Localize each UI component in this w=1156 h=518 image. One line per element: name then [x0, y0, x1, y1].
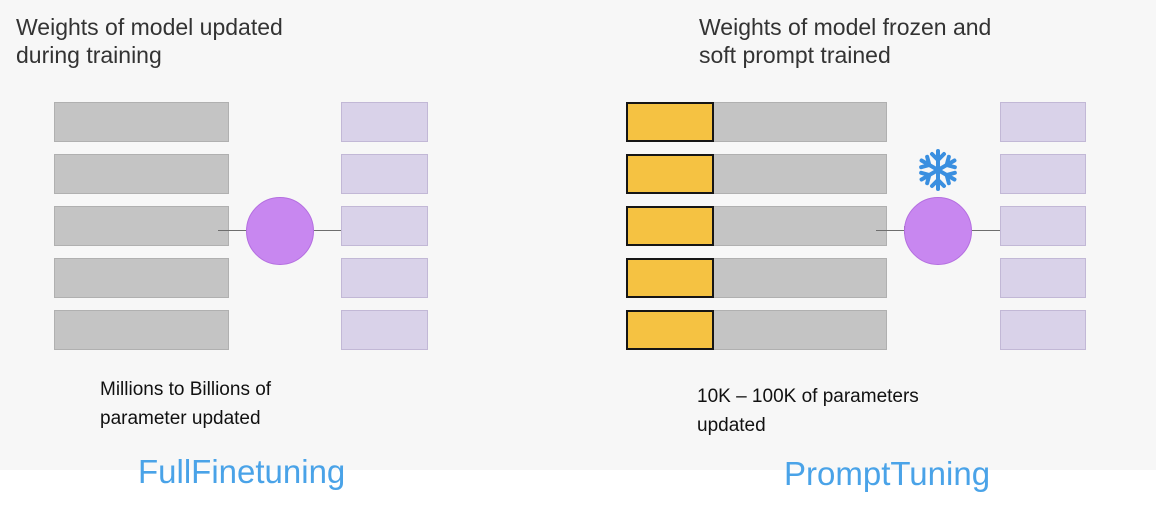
output-bar	[1000, 102, 1086, 142]
output-connector	[972, 230, 1002, 231]
snowflake-icon	[919, 149, 957, 191]
output-bar	[1000, 154, 1086, 194]
full-finetuning-panel: Weights of model updated during training…	[0, 0, 580, 490]
output-bar	[1000, 206, 1086, 246]
prompt-tuning-note: 10K – 100K of parameters updated	[697, 386, 919, 436]
input-connector	[876, 230, 906, 231]
full-finetuning-caption: FullFinetuning	[138, 453, 346, 490]
prompt-tuning-caption: PromptTuning	[784, 455, 991, 492]
soft-prompt-block	[626, 102, 714, 142]
full-finetuning-title: Weights of model updated during training	[16, 14, 283, 68]
soft-prompt-block	[626, 206, 714, 246]
prompt-tuning-panel: Weights of model frozen and soft prompt …	[580, 0, 1156, 492]
model-node	[246, 197, 314, 265]
soft-prompt-block	[626, 154, 714, 194]
output-bar	[341, 206, 428, 246]
output-connector	[314, 230, 344, 231]
output-bar	[341, 258, 428, 298]
input-connector	[218, 230, 256, 231]
model-node	[904, 197, 972, 265]
model-weight-bar	[54, 310, 229, 350]
full-finetuning-note: Millions to Billions of parameter update…	[100, 379, 272, 429]
model-weight-bar	[54, 102, 229, 142]
prompt-tuning-title: Weights of model frozen and soft prompt …	[699, 14, 992, 68]
soft-prompt-block	[626, 310, 714, 350]
output-bar	[1000, 258, 1086, 298]
output-bar	[341, 310, 428, 350]
model-weight-bar	[54, 154, 229, 194]
model-weight-bar	[54, 206, 229, 246]
model-weight-bar	[54, 258, 229, 298]
caption-area	[0, 470, 1156, 518]
output-bar	[1000, 310, 1086, 350]
output-bar	[341, 102, 428, 142]
output-bar	[341, 154, 428, 194]
soft-prompt-block	[626, 258, 714, 298]
